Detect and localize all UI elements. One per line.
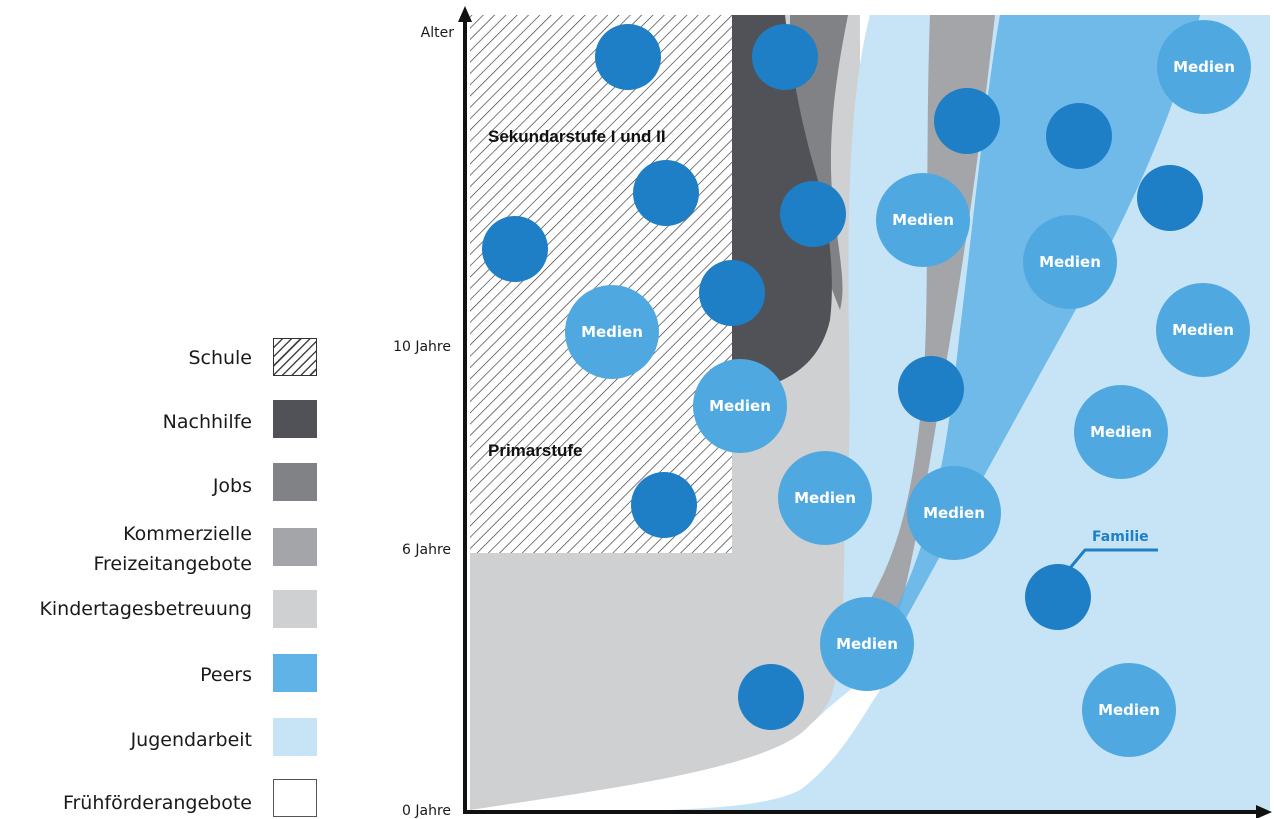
family-circle (752, 24, 818, 90)
media-circles: Medien Medien Medien Medien Medien Medie… (565, 20, 1251, 757)
legend-label-early-support: Frühförderangebote (62, 792, 252, 814)
legend-swatch-commercial (273, 528, 317, 566)
stage-label-secondary: Sekundarstufe I und II (488, 127, 666, 146)
media-circle (820, 597, 914, 691)
family-circle (699, 260, 765, 326)
legend-label-jobs: Jobs (212, 475, 252, 497)
media-circle (1074, 385, 1168, 479)
legend-swatch-early-support (273, 779, 317, 817)
legend-label-commercial-1: Kommerzielle (123, 523, 252, 545)
family-circle (482, 216, 548, 282)
family-circle (1025, 564, 1091, 630)
legend-swatch-tutoring (273, 400, 317, 438)
media-circle (565, 285, 659, 379)
axis-label-0-years: 0 Jahre (402, 803, 451, 819)
media-label: Medien (709, 397, 771, 415)
axis-label-10-years: 10 Jahre (393, 339, 451, 355)
media-circle (1023, 215, 1117, 309)
media-circle (1156, 283, 1250, 377)
axis-label-6-years: 6 Jahre (402, 542, 451, 558)
media-circle (693, 359, 787, 453)
media-circle (907, 466, 1001, 560)
legend-label-daycare: Kindertagesbetreuung (39, 598, 252, 620)
family-label: Familie (1092, 529, 1149, 545)
family-circle (633, 160, 699, 226)
axis-label-age: Alter (420, 25, 454, 41)
legend-swatch-peers (273, 654, 317, 692)
media-label: Medien (1039, 253, 1101, 271)
area-early-support (470, 675, 880, 810)
media-label: Medien (1090, 423, 1152, 441)
y-axis-arrow (458, 6, 472, 22)
legend-swatch-youth-work (273, 718, 317, 756)
family-circle (934, 88, 1000, 154)
media-label: Medien (836, 635, 898, 653)
media-label: Medien (794, 489, 856, 507)
legend-swatch-daycare (273, 590, 317, 628)
legend-label-peers: Peers (200, 664, 252, 686)
legend-swatch-school (273, 338, 317, 376)
area-commercial (870, 15, 995, 610)
legend-label-school: Schule (188, 347, 252, 369)
legend-label-commercial-2: Freizeitangebote (93, 553, 252, 575)
family-circle (1046, 103, 1112, 169)
family-circles (482, 24, 1203, 730)
media-label: Medien (1098, 701, 1160, 719)
media-label: Medien (1173, 58, 1235, 76)
legend-label-youth-work: Jugendarbeit (130, 729, 252, 751)
family-circle (1137, 165, 1203, 231)
family-circle (738, 664, 804, 730)
area-peers (895, 15, 1200, 620)
family-circle (631, 472, 697, 538)
area-school (470, 15, 732, 553)
family-circle (780, 181, 846, 247)
media-label: Medien (892, 211, 954, 229)
x-axis-arrow (1256, 805, 1272, 818)
media-label: Medien (1172, 321, 1234, 339)
media-circle (1082, 663, 1176, 757)
legend-label-tutoring: Nachhilfe (162, 411, 252, 433)
media-circle (778, 451, 872, 545)
media-label: Medien (581, 323, 643, 341)
legend-swatch-jobs (273, 463, 317, 501)
family-circle (595, 24, 661, 90)
media-circle (876, 173, 970, 267)
media-label: Medien (923, 504, 985, 522)
family-circle (898, 356, 964, 422)
stage-label-primary: Primarstufe (488, 441, 582, 460)
media-circle (1157, 20, 1251, 114)
